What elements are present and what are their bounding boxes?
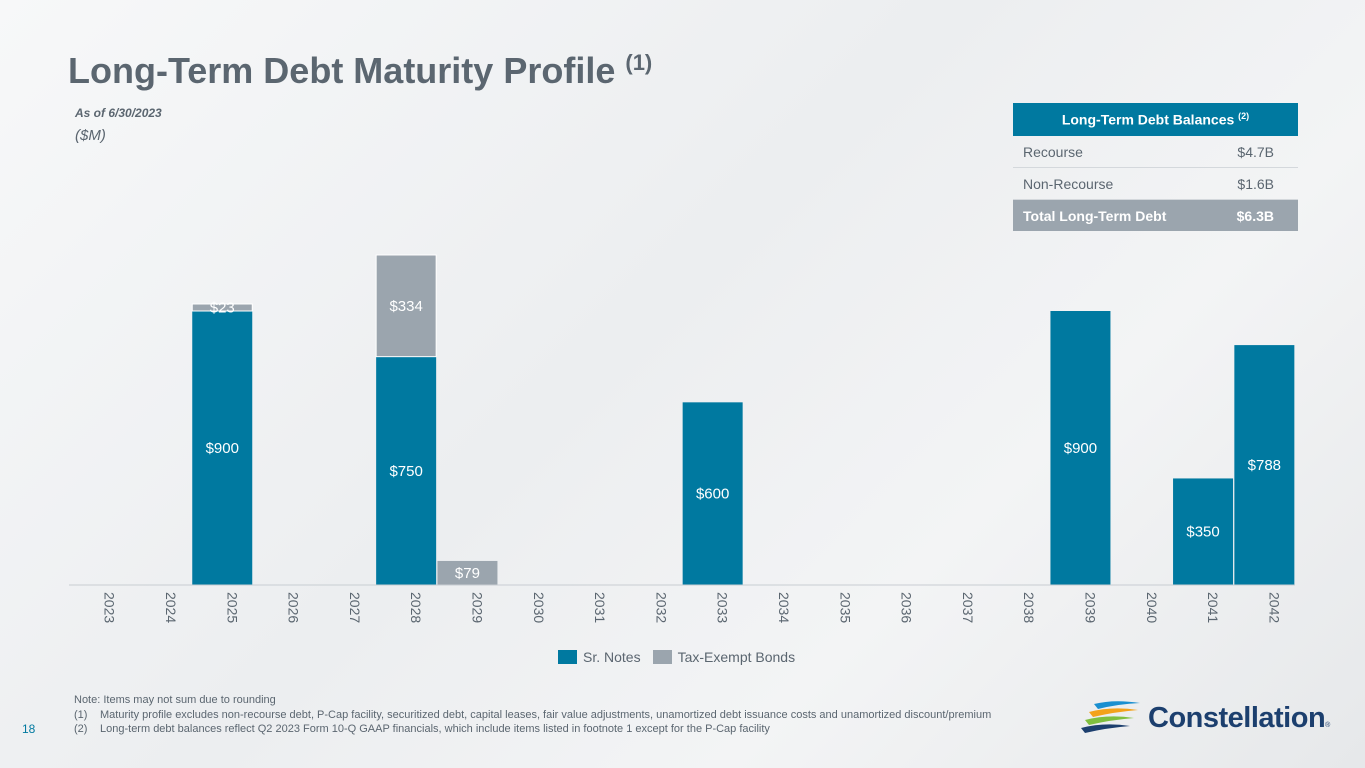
non-recourse-value: $1.6B bbox=[1211, 167, 1298, 200]
x-tick-label: 2030 bbox=[531, 592, 547, 623]
bar-value-label: $600 bbox=[696, 486, 729, 503]
x-tick-label: 2024 bbox=[163, 592, 179, 623]
x-tick-label: 2042 bbox=[1266, 592, 1282, 623]
title-footnote: (1) bbox=[625, 50, 653, 75]
x-tick-label: 2036 bbox=[899, 592, 915, 623]
footnote-2-text: Long-term debt balances reflect Q2 2023 … bbox=[100, 723, 770, 735]
footnote-1: (1) Maturity profile excludes non-recour… bbox=[74, 708, 991, 723]
logo-wordmark: Constellation® bbox=[1148, 702, 1330, 735]
debt-balances-table: Long-Term Debt Balances (2) Recourse $4.… bbox=[1013, 103, 1298, 231]
table-row: Recourse $4.7B bbox=[1013, 136, 1298, 168]
logo-registered-mark: ® bbox=[1325, 721, 1330, 729]
recourse-label: Recourse bbox=[1013, 136, 1212, 168]
x-tick-label: 2032 bbox=[653, 592, 669, 623]
x-tick-label: 2028 bbox=[408, 592, 424, 623]
constellation-logo: Constellation® bbox=[1080, 700, 1330, 736]
x-tick-label: 2027 bbox=[347, 592, 363, 623]
bar-sr-notes bbox=[1050, 311, 1111, 585]
footnote-1-text: Maturity profile excludes non-recourse d… bbox=[100, 708, 992, 721]
bar-value-label: $900 bbox=[206, 440, 239, 457]
x-tick-label: 2041 bbox=[1205, 592, 1221, 623]
bar-value-label: $350 bbox=[1186, 524, 1219, 541]
x-tick-label: 2025 bbox=[224, 592, 240, 623]
legend-sr-notes-label: Sr. Notes bbox=[583, 649, 641, 665]
units-label: ($M) bbox=[75, 127, 106, 144]
as-of-date: As of 6/30/2023 bbox=[75, 106, 162, 120]
page-title-text: Long-Term Debt Maturity Profile bbox=[68, 50, 616, 91]
footnote-2-number: (2) bbox=[74, 723, 88, 735]
bar-value-label: $23 bbox=[210, 299, 235, 316]
bar-sr-notes bbox=[1173, 478, 1234, 585]
recourse-value: $4.7B bbox=[1211, 136, 1298, 168]
bar-tax-exempt bbox=[191, 303, 253, 312]
x-tick-label: 2026 bbox=[286, 592, 302, 623]
non-recourse-label: Non-Recourse bbox=[1013, 167, 1212, 200]
x-tick-label: 2033 bbox=[715, 592, 731, 623]
x-tick-label: 2023 bbox=[102, 592, 118, 623]
bar-value-label: $788 bbox=[1248, 457, 1281, 474]
bar-value-label: $79 bbox=[455, 565, 480, 582]
bar-value-label: $900 bbox=[1064, 440, 1097, 457]
footnote-1-number: (1) bbox=[74, 708, 88, 721]
chart-legend: Sr. Notes Tax-Exempt Bonds bbox=[558, 649, 807, 665]
x-tick-label: 2040 bbox=[1144, 592, 1160, 623]
page-title: Long-Term Debt Maturity Profile (1) bbox=[68, 50, 652, 92]
bar-sr-notes bbox=[1234, 345, 1295, 585]
bar-value-label: $334 bbox=[389, 298, 422, 315]
balances-header-note: (2) bbox=[1238, 111, 1250, 122]
legend-sr-notes-swatch bbox=[558, 650, 577, 664]
footnote-2: (2) Long-term debt balances reflect Q2 2… bbox=[74, 722, 991, 737]
bar-value-label: $750 bbox=[389, 463, 422, 480]
x-tick-label: 2037 bbox=[960, 592, 976, 623]
bar-tax-exempt bbox=[375, 254, 437, 358]
balances-header: Long-Term Debt Balances (2) bbox=[1013, 103, 1298, 136]
total-label: Total Long-Term Debt bbox=[1013, 199, 1212, 231]
total-value: $6.3B bbox=[1211, 199, 1298, 231]
legend-tax-exempt: Tax-Exempt Bonds bbox=[652, 649, 796, 665]
x-axis-ticks: 2023 2024 2025 2026 2027 2028 2029 2030 2031 2032… bbox=[102, 592, 1283, 623]
table-row: Non-Recourse $1.6B bbox=[1013, 167, 1298, 200]
total-row: Total Long-Term Debt $6.3B bbox=[1013, 199, 1298, 231]
footnotes: Note: Items may not sum due to rounding … bbox=[74, 693, 991, 737]
bar-tax-exempt bbox=[437, 560, 498, 585]
note-intro: Note: Items may not sum due to rounding bbox=[74, 694, 276, 706]
legend-sr-notes: Sr. Notes bbox=[558, 649, 641, 665]
page-number: 18 bbox=[22, 722, 36, 736]
bar-sr-notes bbox=[682, 402, 743, 585]
x-tick-label: 2039 bbox=[1082, 592, 1098, 623]
legend-tax-exempt-label: Tax-Exempt Bonds bbox=[677, 649, 796, 665]
x-tick-label: 2031 bbox=[592, 592, 608, 623]
bars-layer: $900 $23 $750 $334 $79 $600 $900 $350 $788 bbox=[191, 254, 1295, 585]
balances-header-text: Long-Term Debt Balances bbox=[1061, 111, 1235, 128]
legend-tax-exempt-swatch bbox=[652, 650, 672, 664]
bar-sr-notes bbox=[376, 356, 437, 585]
logo-swoosh-icon bbox=[1081, 701, 1140, 733]
logo-text: Constellation bbox=[1148, 701, 1326, 734]
x-tick-label: 2034 bbox=[776, 592, 792, 623]
bar-sr-notes bbox=[192, 311, 253, 585]
x-tick-label: 2035 bbox=[837, 592, 853, 623]
x-tick-label: 2029 bbox=[469, 592, 485, 623]
x-tick-label: 2038 bbox=[1021, 592, 1037, 623]
